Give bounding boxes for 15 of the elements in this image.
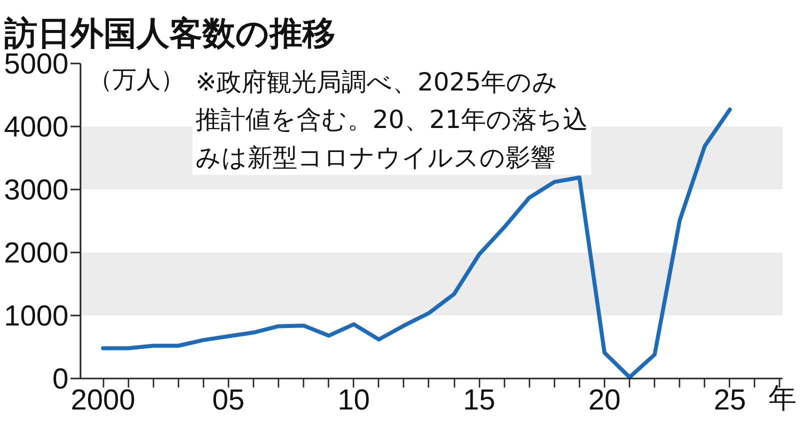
annotation: ※政府観光局調べ、2025年のみ推計値を含む。20、21年の落ち込みは新型コロナウイルスの影響	[196, 68, 588, 172]
x-tick-label: 10	[338, 384, 370, 416]
x-tick-label: 25	[714, 384, 746, 416]
y-axis-title: （万人）	[88, 66, 184, 94]
x-tick-label: 20	[588, 384, 621, 416]
y-tick-label: 1000	[4, 300, 68, 332]
y-tick-label: 0	[52, 364, 69, 396]
y-tick-label: 2000	[4, 238, 68, 270]
x-tick-label: 05	[212, 384, 245, 416]
x-tick-label: 2000	[70, 384, 136, 416]
line-series	[101, 107, 732, 378]
x-axis-title: 年	[768, 382, 796, 414]
y-tick-label: 4000	[4, 112, 68, 144]
y-tick-label: 3000	[4, 174, 68, 206]
x-tick-label: 15	[463, 384, 496, 416]
